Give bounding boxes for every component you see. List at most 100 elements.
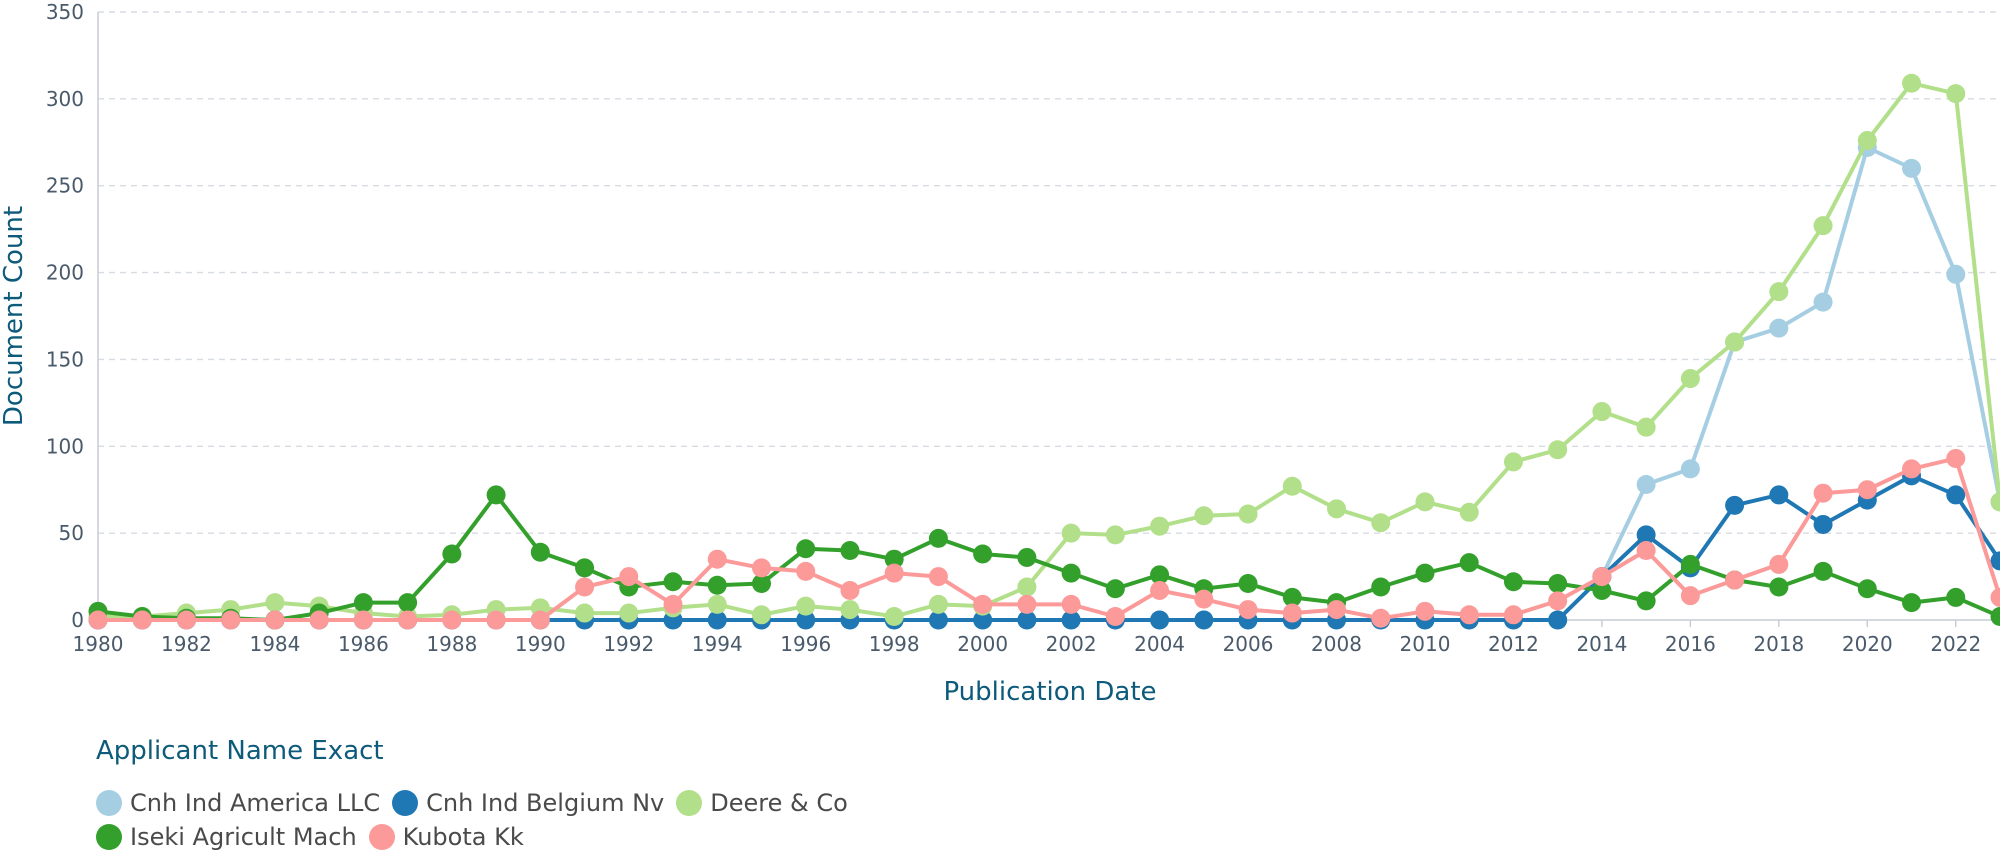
data-point[interactable] xyxy=(619,604,638,623)
data-point[interactable] xyxy=(1017,577,1036,596)
data-point[interactable] xyxy=(1814,515,1833,534)
data-point[interactable] xyxy=(1814,216,1833,235)
data-point[interactable] xyxy=(1415,492,1434,511)
data-point[interactable] xyxy=(1017,548,1036,567)
data-point[interactable] xyxy=(1858,131,1877,150)
data-point[interactable] xyxy=(885,607,904,626)
legend-item[interactable]: Iseki Agricult Mach xyxy=(96,822,357,852)
data-point[interactable] xyxy=(1460,605,1479,624)
data-point[interactable] xyxy=(487,611,506,630)
data-point[interactable] xyxy=(531,611,550,630)
data-point[interactable] xyxy=(1902,74,1921,93)
data-point[interactable] xyxy=(265,593,284,612)
data-point[interactable] xyxy=(1239,600,1258,619)
data-point[interactable] xyxy=(1991,588,2000,607)
data-point[interactable] xyxy=(89,611,108,630)
data-point[interactable] xyxy=(1769,555,1788,574)
data-point[interactable] xyxy=(1062,564,1081,583)
data-point[interactable] xyxy=(1548,574,1567,593)
data-point[interactable] xyxy=(1415,602,1434,621)
data-point[interactable] xyxy=(1769,319,1788,338)
data-point[interactable] xyxy=(1283,604,1302,623)
data-point[interactable] xyxy=(708,576,727,595)
data-point[interactable] xyxy=(619,567,638,586)
data-point[interactable] xyxy=(442,544,461,563)
data-point[interactable] xyxy=(1725,571,1744,590)
data-point[interactable] xyxy=(1548,591,1567,610)
data-point[interactable] xyxy=(354,611,373,630)
data-point[interactable] xyxy=(1769,282,1788,301)
data-point[interactable] xyxy=(1769,485,1788,504)
data-point[interactable] xyxy=(1681,459,1700,478)
data-point[interactable] xyxy=(1681,369,1700,388)
data-point[interactable] xyxy=(442,611,461,630)
legend-item[interactable]: Deere & Co xyxy=(676,788,848,818)
data-point[interactable] xyxy=(133,611,152,630)
data-point[interactable] xyxy=(1946,449,1965,468)
data-point[interactable] xyxy=(1991,607,2000,626)
data-point[interactable] xyxy=(1504,572,1523,591)
data-point[interactable] xyxy=(1150,581,1169,600)
data-point[interactable] xyxy=(1814,562,1833,581)
data-point[interactable] xyxy=(1725,496,1744,515)
data-point[interactable] xyxy=(929,567,948,586)
data-point[interactable] xyxy=(1106,525,1125,544)
data-point[interactable] xyxy=(221,611,240,630)
data-point[interactable] xyxy=(1592,567,1611,586)
data-point[interactable] xyxy=(1902,459,1921,478)
data-point[interactable] xyxy=(885,564,904,583)
data-point[interactable] xyxy=(1637,591,1656,610)
data-point[interactable] xyxy=(840,600,859,619)
data-point[interactable] xyxy=(1637,418,1656,437)
data-point[interactable] xyxy=(708,550,727,569)
data-point[interactable] xyxy=(1769,577,1788,596)
data-point[interactable] xyxy=(796,539,815,558)
data-point[interactable] xyxy=(1902,159,1921,178)
data-point[interactable] xyxy=(1371,577,1390,596)
data-point[interactable] xyxy=(1902,593,1921,612)
data-point[interactable] xyxy=(1106,579,1125,598)
data-point[interactable] xyxy=(1858,579,1877,598)
data-point[interactable] xyxy=(796,597,815,616)
data-point[interactable] xyxy=(1681,555,1700,574)
data-point[interactable] xyxy=(840,541,859,560)
data-point[interactable] xyxy=(796,562,815,581)
data-point[interactable] xyxy=(1637,541,1656,560)
data-point[interactable] xyxy=(265,611,284,630)
data-point[interactable] xyxy=(310,611,329,630)
data-point[interactable] xyxy=(1062,524,1081,543)
data-point[interactable] xyxy=(354,593,373,612)
data-point[interactable] xyxy=(1106,607,1125,626)
data-point[interactable] xyxy=(1460,553,1479,572)
data-point[interactable] xyxy=(1017,595,1036,614)
data-point[interactable] xyxy=(1150,611,1169,630)
data-point[interactable] xyxy=(1460,503,1479,522)
legend-item[interactable]: Kubota Kk xyxy=(369,822,524,852)
data-point[interactable] xyxy=(1548,440,1567,459)
data-point[interactable] xyxy=(531,543,550,562)
data-point[interactable] xyxy=(575,577,594,596)
data-point[interactable] xyxy=(1283,477,1302,496)
data-point[interactable] xyxy=(1371,609,1390,628)
data-point[interactable] xyxy=(929,529,948,548)
data-point[interactable] xyxy=(1150,517,1169,536)
data-point[interactable] xyxy=(1946,485,1965,504)
data-point[interactable] xyxy=(1814,293,1833,312)
data-point[interactable] xyxy=(1946,84,1965,103)
data-point[interactable] xyxy=(1814,484,1833,503)
data-point[interactable] xyxy=(398,611,417,630)
data-point[interactable] xyxy=(575,558,594,577)
data-point[interactable] xyxy=(664,572,683,591)
data-point[interactable] xyxy=(1194,611,1213,630)
data-point[interactable] xyxy=(1504,605,1523,624)
data-point[interactable] xyxy=(1327,499,1346,518)
data-point[interactable] xyxy=(1681,586,1700,605)
data-point[interactable] xyxy=(1592,402,1611,421)
data-point[interactable] xyxy=(1371,513,1390,532)
data-point[interactable] xyxy=(752,558,771,577)
data-point[interactable] xyxy=(398,593,417,612)
data-point[interactable] xyxy=(1548,611,1567,630)
data-point[interactable] xyxy=(1946,588,1965,607)
data-point[interactable] xyxy=(973,595,992,614)
data-point[interactable] xyxy=(664,595,683,614)
